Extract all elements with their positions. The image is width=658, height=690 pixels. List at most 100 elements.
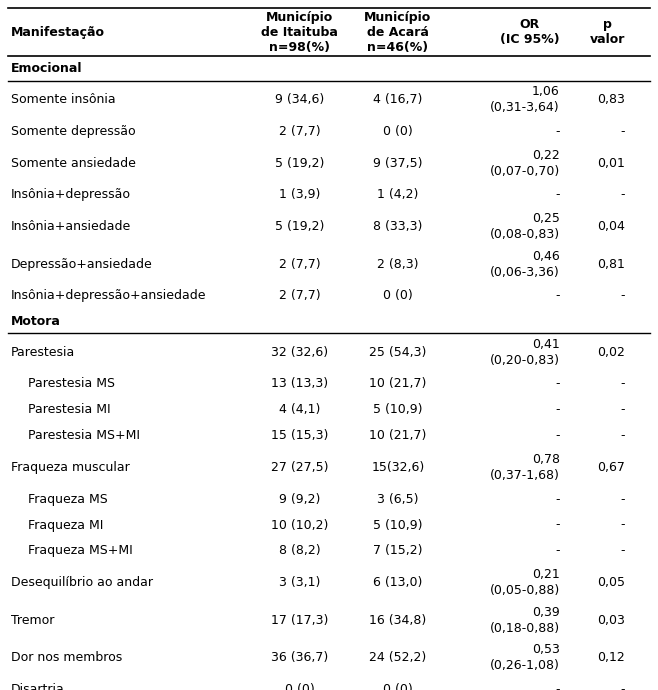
- Text: 10 (10,2): 10 (10,2): [271, 518, 328, 531]
- Text: 3 (3,1): 3 (3,1): [279, 576, 320, 589]
- Text: Parestesia MI: Parestesia MI: [28, 403, 111, 416]
- Text: 36 (36,7): 36 (36,7): [271, 651, 328, 664]
- Text: 10 (21,7): 10 (21,7): [369, 429, 426, 442]
- Text: Município
de Itaituba
n=98(%): Município de Itaituba n=98(%): [261, 10, 338, 54]
- Text: 0,04: 0,04: [597, 220, 625, 233]
- Text: -: -: [620, 377, 625, 391]
- Text: 16 (34,8): 16 (34,8): [369, 613, 426, 627]
- Text: 6 (13,0): 6 (13,0): [373, 576, 422, 589]
- Text: -: -: [555, 377, 560, 391]
- Text: -: -: [555, 518, 560, 531]
- Text: 0,53
(0,26-1,08): 0,53 (0,26-1,08): [490, 643, 560, 672]
- Text: 0,22
(0,07-0,70): 0,22 (0,07-0,70): [490, 149, 560, 178]
- Text: 0,05: 0,05: [597, 576, 625, 589]
- Text: 13 (13,3): 13 (13,3): [271, 377, 328, 391]
- Text: 1,06
(0,31-3,64): 1,06 (0,31-3,64): [490, 86, 560, 115]
- Text: 4 (16,7): 4 (16,7): [373, 93, 422, 106]
- Text: 1 (4,2): 1 (4,2): [377, 188, 418, 201]
- Text: 0,78
(0,37-1,68): 0,78 (0,37-1,68): [490, 453, 560, 482]
- Text: Município
de Acará
n=46(%): Município de Acará n=46(%): [364, 10, 432, 54]
- Text: 9 (37,5): 9 (37,5): [373, 157, 422, 170]
- Text: 0,02: 0,02: [597, 346, 625, 359]
- Text: -: -: [555, 544, 560, 558]
- Text: -: -: [620, 289, 625, 302]
- Text: Parestesia MS: Parestesia MS: [28, 377, 114, 391]
- Text: -: -: [620, 683, 625, 690]
- Text: -: -: [620, 403, 625, 416]
- Text: -: -: [620, 188, 625, 201]
- Text: Dor nos membros: Dor nos membros: [11, 651, 122, 664]
- Text: -: -: [555, 125, 560, 138]
- Text: Emocional: Emocional: [11, 62, 83, 75]
- Text: 5 (19,2): 5 (19,2): [275, 157, 324, 170]
- Text: -: -: [620, 544, 625, 558]
- Text: 0,25
(0,08-0,83): 0,25 (0,08-0,83): [490, 212, 560, 241]
- Text: Somente insônia: Somente insônia: [11, 93, 116, 106]
- Text: Motora: Motora: [11, 315, 61, 328]
- Text: 15 (15,3): 15 (15,3): [271, 429, 328, 442]
- Text: 0,03: 0,03: [597, 613, 625, 627]
- Text: 32 (32,6): 32 (32,6): [271, 346, 328, 359]
- Text: 0 (0): 0 (0): [285, 683, 315, 690]
- Text: -: -: [555, 289, 560, 302]
- Text: 5 (19,2): 5 (19,2): [275, 220, 324, 233]
- Text: 5 (10,9): 5 (10,9): [373, 403, 422, 416]
- Text: 0 (0): 0 (0): [383, 683, 413, 690]
- Text: 15(32,6): 15(32,6): [371, 461, 424, 474]
- Text: Desequilíbrio ao andar: Desequilíbrio ao andar: [11, 576, 153, 589]
- Text: 5 (10,9): 5 (10,9): [373, 518, 422, 531]
- Text: 0,12: 0,12: [597, 651, 625, 664]
- Text: 25 (54,3): 25 (54,3): [369, 346, 426, 359]
- Text: 10 (21,7): 10 (21,7): [369, 377, 426, 391]
- Text: 4 (4,1): 4 (4,1): [279, 403, 320, 416]
- Text: 1 (3,9): 1 (3,9): [279, 188, 320, 201]
- Text: 0,67: 0,67: [597, 461, 625, 474]
- Text: Fraqueza MS+MI: Fraqueza MS+MI: [28, 544, 132, 558]
- Text: p
valor: p valor: [590, 18, 625, 46]
- Text: 7 (15,2): 7 (15,2): [373, 544, 422, 558]
- Text: -: -: [620, 429, 625, 442]
- Text: Parestesia: Parestesia: [11, 346, 76, 359]
- Text: -: -: [620, 125, 625, 138]
- Text: 2 (7,7): 2 (7,7): [279, 125, 320, 138]
- Text: -: -: [555, 403, 560, 416]
- Text: Insônia+depressão: Insônia+depressão: [11, 188, 131, 201]
- Text: 9 (34,6): 9 (34,6): [275, 93, 324, 106]
- Text: 9 (9,2): 9 (9,2): [279, 493, 320, 506]
- Text: Insônia+ansiedade: Insônia+ansiedade: [11, 220, 132, 233]
- Text: 0,46
(0,06-3,36): 0,46 (0,06-3,36): [490, 250, 560, 279]
- Text: 3 (6,5): 3 (6,5): [377, 493, 418, 506]
- Text: Somente ansiedade: Somente ansiedade: [11, 157, 136, 170]
- Text: 24 (52,2): 24 (52,2): [369, 651, 426, 664]
- Text: 27 (27,5): 27 (27,5): [270, 461, 328, 474]
- Text: 0,01: 0,01: [597, 157, 625, 170]
- Text: 0 (0): 0 (0): [383, 289, 413, 302]
- Text: Manifestação: Manifestação: [11, 26, 105, 39]
- Text: 17 (17,3): 17 (17,3): [271, 613, 328, 627]
- Text: 2 (7,7): 2 (7,7): [279, 257, 320, 270]
- Text: 8 (8,2): 8 (8,2): [279, 544, 320, 558]
- Text: 8 (33,3): 8 (33,3): [373, 220, 422, 233]
- Text: Fraqueza MI: Fraqueza MI: [28, 518, 103, 531]
- Text: -: -: [555, 188, 560, 201]
- Text: Depressão+ansiedade: Depressão+ansiedade: [11, 257, 153, 270]
- Text: -: -: [555, 683, 560, 690]
- Text: Fraqueza muscular: Fraqueza muscular: [11, 461, 130, 474]
- Text: 0,21
(0,05-0,88): 0,21 (0,05-0,88): [490, 568, 560, 597]
- Text: 0,39
(0,18-0,88): 0,39 (0,18-0,88): [490, 606, 560, 635]
- Text: Fraqueza MS: Fraqueza MS: [28, 493, 107, 506]
- Text: Somente depressão: Somente depressão: [11, 125, 136, 138]
- Text: Disartria: Disartria: [11, 683, 65, 690]
- Text: -: -: [620, 518, 625, 531]
- Text: 2 (7,7): 2 (7,7): [279, 289, 320, 302]
- Text: Tremor: Tremor: [11, 613, 55, 627]
- Text: 0,83: 0,83: [597, 93, 625, 106]
- Text: -: -: [555, 429, 560, 442]
- Text: OR
(IC 95%): OR (IC 95%): [500, 18, 560, 46]
- Text: -: -: [620, 493, 625, 506]
- Text: 0 (0): 0 (0): [383, 125, 413, 138]
- Text: Parestesia MS+MI: Parestesia MS+MI: [28, 429, 139, 442]
- Text: 2 (8,3): 2 (8,3): [377, 257, 418, 270]
- Text: 0,81: 0,81: [597, 257, 625, 270]
- Text: Insônia+depressão+ansiedade: Insônia+depressão+ansiedade: [11, 289, 207, 302]
